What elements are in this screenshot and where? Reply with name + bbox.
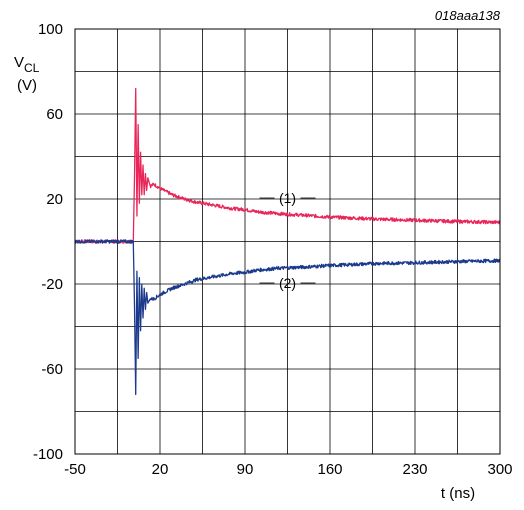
series-line-1 [74, 87, 501, 244]
x-tick-labels: -50 20 90 160 230 300 [64, 461, 512, 478]
y-tick-labels: -100 -60 -20 20 60 100 [33, 21, 63, 463]
y-tick-label: -100 [33, 446, 63, 463]
y-tick-label: -60 [41, 361, 63, 378]
x-tick-label: 20 [152, 461, 169, 478]
y-tick-label: 60 [46, 106, 63, 123]
y-axis-label-subscript: CL [24, 61, 40, 75]
y-axis-unit: (V) [17, 77, 37, 94]
y-axis-label-main: V [14, 54, 24, 71]
y-tick-label: 20 [46, 191, 63, 208]
series-line-2 [74, 239, 501, 396]
x-tick-label: 300 [487, 461, 512, 478]
series-label-2: (2) [279, 275, 296, 291]
x-tick-label: 230 [402, 461, 427, 478]
plot-frame [74, 28, 501, 455]
x-axis-label: t (ns) [441, 485, 475, 502]
annotation-layer: (1) (2) [259, 190, 316, 291]
series-label-1: (1) [279, 190, 296, 206]
x-tick-label: 160 [317, 461, 342, 478]
x-tick-label: 90 [237, 461, 254, 478]
reference-code: 018aaa138 [435, 8, 501, 23]
series-layer [74, 87, 501, 396]
y-tick-label: 100 [38, 21, 63, 38]
grid-lines [75, 29, 500, 454]
y-tick-label: -20 [41, 276, 63, 293]
y-axis-label: VCL [14, 54, 40, 75]
x-tick-label: -50 [64, 461, 86, 478]
